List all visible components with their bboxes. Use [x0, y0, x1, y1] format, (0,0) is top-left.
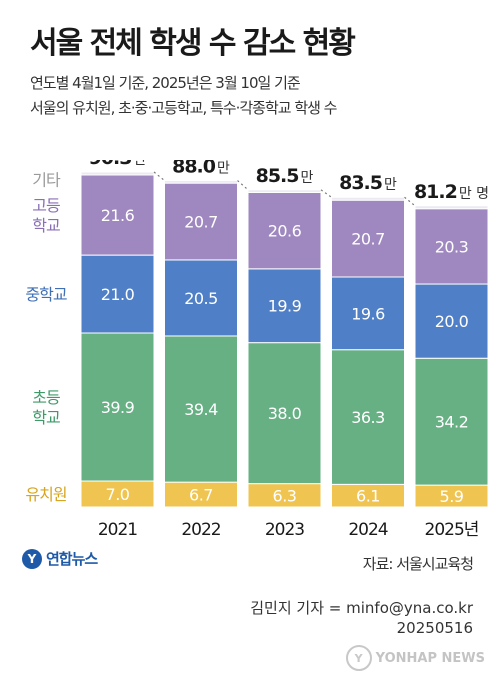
data-label: 20.3	[435, 237, 469, 256]
series-label-line: 기타	[32, 170, 61, 189]
data-label: 36.3	[351, 408, 385, 427]
bar-segment	[414, 205, 489, 210]
bar-segment	[80, 171, 155, 176]
bar-segment	[247, 342, 322, 485]
series-label-line: 학교	[32, 216, 60, 235]
total-label: 90.3만	[89, 160, 147, 169]
data-label: 19.6	[351, 304, 385, 323]
data-label: 20.5	[184, 289, 218, 308]
bar-segment	[414, 283, 489, 359]
series-label-line: 유치원	[25, 485, 66, 504]
data-label: 39.4	[184, 400, 218, 419]
series-label: 중학교	[25, 285, 66, 304]
source-note: 자료: 서울시교육청	[362, 555, 474, 573]
series-label-line: 중학교	[25, 285, 66, 304]
series-label: 유치원	[25, 485, 66, 504]
total-label: 85.5 만	[256, 165, 314, 187]
data-label: 20.6	[268, 222, 302, 241]
total-value: 88.0	[172, 160, 216, 178]
total-unit: 만	[134, 160, 147, 168]
bar-segment	[164, 335, 238, 483]
subtitle-scope: 서울의 유치원, 초·중·고등학교, 특수·각종학교 학생 수	[30, 99, 337, 117]
bar-segment	[331, 196, 405, 201]
chart-title: 서울 전체 학생 수 감소 현황	[30, 26, 356, 61]
data-label: 20.0	[435, 312, 469, 331]
total-unit: 만	[217, 161, 230, 177]
total-unit: 만 명	[459, 186, 489, 202]
data-label: 6.1	[356, 487, 380, 506]
total-label: 83.5 만	[339, 172, 397, 194]
bar-segment	[80, 480, 155, 508]
total-unit: 만	[384, 177, 397, 193]
bar-segment	[331, 349, 405, 485]
data-label: 6.7	[189, 486, 213, 505]
total-label: 88.0 만	[172, 160, 230, 178]
series-label: 기타	[32, 170, 61, 189]
data-label: 19.9	[268, 297, 302, 316]
yonhap-logo-icon: Y	[22, 548, 42, 569]
bar-segment	[247, 191, 322, 270]
total-value: 81.2	[414, 181, 457, 203]
reporter-credit: 김민지 기자 = minfo@yna.co.kr 20250516	[250, 598, 473, 638]
bar-segment	[164, 481, 238, 508]
data-label: 7.0	[106, 485, 130, 504]
trend-connector	[237, 180, 249, 191]
series-label-line: 고등	[32, 196, 60, 215]
data-label: 38.0	[268, 404, 302, 423]
publish-date: 20250516	[396, 619, 473, 637]
series-label-line: 초등	[32, 388, 60, 407]
data-label: 34.2	[435, 413, 469, 432]
total-label: 81.2 만 명	[414, 181, 489, 203]
data-label: 39.9	[101, 398, 135, 417]
yonhap-logo: Y 연합뉴스	[22, 548, 98, 569]
total-value: 85.5	[256, 165, 299, 187]
data-label: 20.7	[184, 213, 218, 232]
bar-segment	[414, 208, 489, 285]
total-value: 83.5	[339, 172, 382, 194]
watermark-text: YONHAP NEWS	[375, 650, 485, 666]
bar-segment	[164, 182, 238, 261]
series-label-line: 학교	[32, 408, 60, 427]
category-label: 2023	[265, 520, 304, 540]
bar-segment	[80, 174, 155, 256]
data-label: 5.9	[440, 487, 464, 506]
series-label: 고등 학교	[32, 196, 60, 235]
total-value: 90.3	[89, 160, 132, 169]
bar-segment	[80, 332, 155, 482]
data-label: 20.7	[351, 230, 385, 249]
trend-connector	[404, 196, 416, 207]
category-label: 2022	[181, 520, 220, 540]
bar-segment	[164, 180, 238, 184]
subtitle-basis: 연도별 4월1일 기준, 2025년은 3월 10일 기준	[30, 74, 301, 92]
data-label: 21.6	[101, 206, 135, 225]
category-label: 2021	[98, 520, 137, 540]
data-label: 6.3	[273, 486, 297, 505]
watermark: Y YONHAP NEWS	[345, 645, 485, 671]
reporter-email: 김민지 기자 = minfo@yna.co.kr	[250, 599, 473, 617]
category-label: 2024	[348, 520, 387, 540]
yonhap-watermark-icon: Y	[345, 645, 372, 671]
bar-segment	[164, 259, 238, 337]
logo-text: 연합뉴스	[46, 550, 98, 568]
bar-segment	[247, 189, 322, 193]
total-unit: 만	[301, 170, 314, 186]
bar-segment	[414, 357, 489, 486]
series-label: 초등 학교	[32, 388, 60, 427]
data-label: 21.0	[101, 285, 135, 304]
stacked-bar-chart: 7.039.921.021.690.3만20216.739.420.520.78…	[25, 160, 489, 540]
trend-connector	[320, 189, 332, 198]
bar-segment	[331, 199, 405, 278]
category-label: 2025년	[425, 520, 479, 540]
trend-connector	[153, 171, 165, 181]
bar-segment	[331, 276, 405, 351]
